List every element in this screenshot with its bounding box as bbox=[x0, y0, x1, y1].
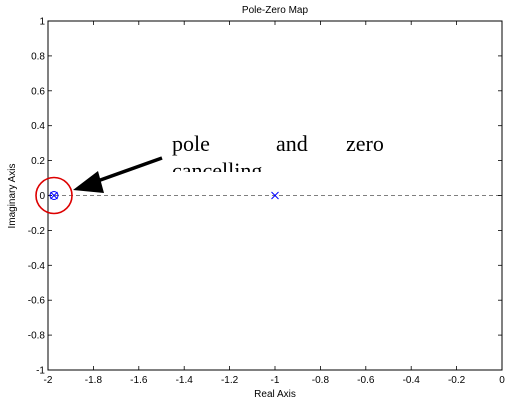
pole-marker bbox=[271, 191, 279, 200]
annotation-line2-clip: cancelling bbox=[172, 158, 262, 183]
x-tick-label: -0.8 bbox=[312, 375, 330, 386]
y-tick-label: 0.4 bbox=[31, 121, 45, 132]
x-tick-label: -1.2 bbox=[221, 375, 239, 386]
chart-title: Pole-Zero Map bbox=[242, 5, 309, 16]
x-tick-label: -0.2 bbox=[448, 375, 466, 386]
y-axis-label: Imaginary Axis bbox=[7, 163, 18, 228]
y-tick-label: -0.4 bbox=[28, 261, 46, 272]
pole-marker bbox=[50, 191, 58, 200]
x-tick-label: -1 bbox=[271, 375, 280, 386]
highlight-circle bbox=[35, 176, 73, 215]
y-tick-label: 0.2 bbox=[31, 156, 45, 167]
x-tick-label: -1.6 bbox=[130, 375, 148, 386]
y-tick-label: -0.6 bbox=[28, 296, 46, 307]
x-tick-label: -2 bbox=[44, 375, 53, 386]
y-tick-label: 0.8 bbox=[31, 51, 45, 62]
y-tick-label: 1 bbox=[39, 17, 45, 28]
x-tick-label: -1.4 bbox=[176, 375, 194, 386]
annotation-word-and: and bbox=[276, 131, 308, 156]
x-tick-label: -0.6 bbox=[357, 375, 375, 386]
y-tick-label: -0.2 bbox=[28, 226, 46, 237]
zero-marker bbox=[49, 191, 59, 200]
x-tick-label: 0 bbox=[499, 375, 505, 386]
x-axis-label: Real Axis bbox=[254, 389, 296, 400]
y-tick-label: 0 bbox=[39, 191, 45, 202]
x-tick-label: -1.8 bbox=[85, 375, 103, 386]
x-tick-label: -0.4 bbox=[403, 375, 421, 386]
y-tick-label: 0.6 bbox=[31, 86, 45, 97]
annotation-word-zero: zero bbox=[346, 131, 384, 156]
y-axis-ticks: 1 0.8 0.6 0.4 0.2 0 -0.2 -0.4 -0.6 -0.8 -1 bbox=[28, 17, 502, 377]
y-tick-label: -0.8 bbox=[28, 331, 46, 342]
x-axis-ticks: -2 -1.8 -1.6 -1.4 -1.2 -1 -0.8 -0.6 -0.4 -0.2 0 bbox=[44, 21, 505, 386]
annotation-word-cancelling: cancelling bbox=[172, 158, 262, 183]
annotation-word-pole: pole bbox=[172, 131, 210, 156]
annotation-arrow-head bbox=[73, 171, 104, 193]
pole-zero-markers bbox=[49, 191, 279, 200]
annotation-arrow-shaft bbox=[91, 156, 163, 185]
y-tick-label: -1 bbox=[36, 366, 45, 377]
